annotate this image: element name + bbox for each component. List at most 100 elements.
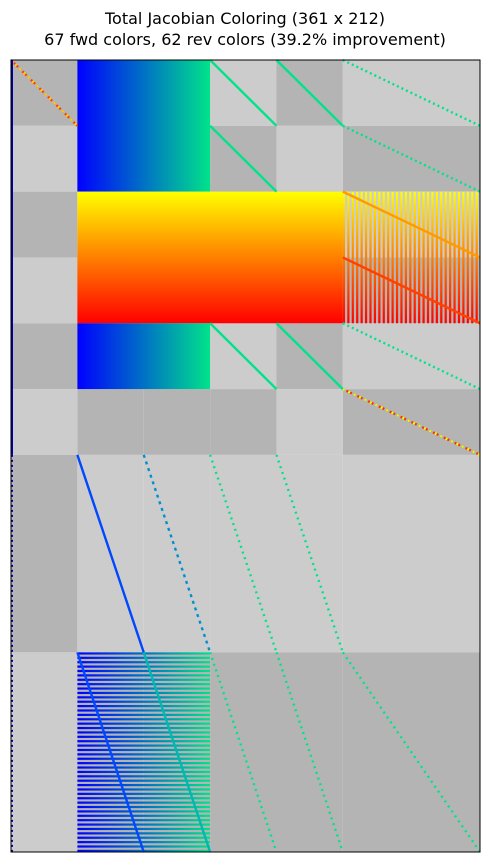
rev-column	[471, 191, 474, 324]
block-cell	[77, 389, 144, 455]
block-cell	[210, 454, 277, 653]
fwd-row	[77, 683, 211, 686]
rev-column	[373, 191, 377, 324]
fwd-row	[77, 832, 211, 835]
rev-column	[426, 191, 430, 324]
fwd-row	[77, 713, 211, 716]
block-cell	[342, 454, 480, 653]
block-cell	[11, 257, 78, 324]
diagonal-fwd	[275, 322, 344, 390]
fwd-row	[77, 669, 211, 673]
diagonal-fwd	[76, 651, 145, 853]
rev-column	[466, 191, 469, 324]
diagonal-fwd	[208, 651, 278, 853]
fwd-row	[77, 836, 211, 839]
diagonal-fwd	[142, 651, 212, 853]
fwd-row	[77, 748, 211, 752]
fwd-row	[77, 814, 211, 817]
fwd-row	[77, 801, 211, 804]
diagonal-fwd	[209, 322, 278, 390]
rev-column	[449, 191, 452, 324]
diagonal-rev	[342, 388, 481, 456]
dense-block-rev	[77, 191, 343, 324]
diagonal-fwd	[275, 59, 344, 127]
fwd-row	[77, 757, 211, 760]
fwd-row	[77, 740, 211, 743]
rev-column	[409, 191, 412, 324]
fwd-row	[77, 805, 211, 809]
fwd-row	[77, 691, 211, 695]
diagonal-rev	[342, 256, 481, 325]
dense-blocks	[77, 60, 478, 852]
diagonal-fwd	[209, 59, 278, 127]
fwd-row	[77, 709, 211, 712]
fwd-row	[77, 718, 211, 721]
fwd-row	[77, 841, 211, 844]
rev-column	[369, 191, 372, 324]
fwd-row	[77, 788, 211, 791]
fwd-row	[77, 775, 211, 778]
fwd-row	[77, 735, 211, 738]
fwd-row	[77, 827, 211, 831]
rev-column	[395, 191, 399, 324]
rev-column	[387, 191, 390, 324]
rev-column	[400, 191, 403, 324]
fwd-row	[77, 797, 211, 800]
dense-block-fwd	[77, 323, 211, 390]
fwd-row	[77, 700, 211, 703]
rev-column	[347, 191, 350, 324]
fwd-row	[77, 678, 211, 681]
diagonal-fwd	[342, 58, 481, 127]
chart-title: Total Jacobian Coloring (361 x 212)	[105, 9, 385, 28]
fwd-row	[77, 762, 211, 765]
rev-column	[444, 191, 447, 324]
block-cell	[11, 454, 78, 653]
diagonal-fwd	[342, 322, 481, 391]
plot-frame	[10, 59, 481, 853]
rev-column	[360, 191, 363, 324]
block-cell	[143, 389, 211, 455]
fwd-row	[77, 656, 211, 659]
fwd-row	[77, 696, 211, 699]
fwd-row	[77, 810, 211, 813]
fwd-row	[77, 766, 211, 769]
fwd-row	[77, 705, 211, 708]
diagonal-rev	[342, 190, 481, 259]
rev-column	[382, 191, 385, 324]
block-cell	[143, 454, 211, 653]
fwd-row	[77, 819, 211, 822]
rev-column	[378, 191, 381, 324]
fwd-row	[77, 744, 211, 747]
rev-column	[440, 191, 443, 324]
block-cell	[11, 323, 78, 390]
dense-block-fwd	[77, 60, 211, 192]
rev-column	[413, 191, 416, 324]
rev-column	[422, 191, 425, 324]
rev-column	[351, 191, 354, 324]
chart-subtitle: 67 fwd colors, 62 rev colors (39.2% impr…	[44, 30, 446, 49]
block-cell	[210, 389, 277, 455]
diagonal-rev	[10, 59, 79, 127]
rev-column	[391, 191, 394, 324]
rev-column	[404, 191, 407, 324]
rev-column	[435, 191, 438, 324]
fwd-row	[77, 753, 211, 756]
fwd-row	[77, 731, 211, 734]
fwd-row	[77, 674, 211, 677]
diagonal-fwd	[209, 124, 278, 193]
block-cell	[276, 389, 343, 455]
fwd-row	[77, 845, 211, 848]
fwd-row	[77, 726, 211, 730]
rev-column	[453, 191, 456, 324]
diagonal-fwd	[341, 651, 481, 853]
rev-column	[364, 191, 368, 324]
rev-column	[475, 191, 478, 324]
fwd-row	[77, 661, 211, 664]
fwd-row	[77, 823, 211, 826]
rev-column	[418, 191, 421, 324]
block-cell	[11, 389, 78, 455]
fwd-row	[77, 779, 211, 782]
rev-column	[457, 191, 461, 324]
block-cell	[11, 125, 78, 192]
